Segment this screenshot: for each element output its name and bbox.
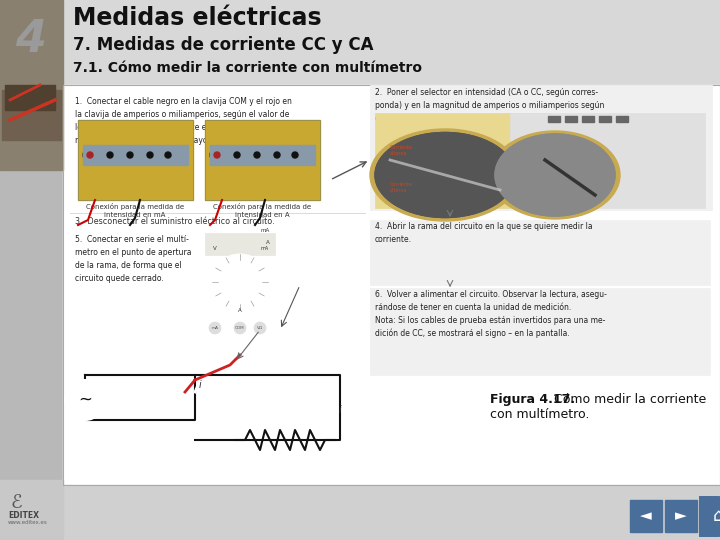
Text: 2.  Poner el selector en intensidad (CA o CC, según corres-
ponda) y en la magni: 2. Poner el selector en intensidad (CA o… bbox=[375, 88, 604, 123]
Circle shape bbox=[147, 152, 153, 158]
Bar bbox=[0, 485, 720, 540]
Circle shape bbox=[288, 148, 302, 162]
Bar bbox=[78, 120, 193, 200]
Text: 1.  Conectar el cable negro en la clavija COM y el rojo en
la clavija de amperio: 1. Conectar el cable negro en la clavija… bbox=[75, 97, 292, 145]
Text: EDITEX: EDITEX bbox=[8, 510, 39, 519]
Circle shape bbox=[127, 152, 133, 158]
Text: 7.1. Cómo medir la corriente con multímetro: 7.1. Cómo medir la corriente con multíme… bbox=[73, 61, 422, 75]
Text: 4.  Abrir la rama del circuito en la que se quiere medir la
corriente.: 4. Abrir la rama del circuito en la que … bbox=[375, 222, 593, 244]
Text: V: V bbox=[213, 246, 217, 251]
Bar bbox=[63, 85, 720, 485]
Text: i: i bbox=[338, 405, 341, 415]
Bar bbox=[0, 480, 63, 540]
Text: ◄: ◄ bbox=[640, 509, 652, 523]
Circle shape bbox=[143, 148, 157, 162]
Circle shape bbox=[270, 148, 284, 162]
Bar bbox=[665, 500, 697, 532]
Text: ℰ: ℰ bbox=[10, 492, 22, 511]
Circle shape bbox=[165, 152, 171, 158]
Bar bbox=[375, 113, 550, 208]
Bar bbox=[630, 500, 662, 532]
Text: mA: mA bbox=[212, 326, 218, 330]
Circle shape bbox=[234, 152, 240, 158]
Bar bbox=[582, 116, 594, 122]
Bar bbox=[0, 0, 63, 170]
Bar bbox=[370, 220, 710, 285]
Text: Corriente
alterna: Corriente alterna bbox=[390, 182, 413, 193]
Circle shape bbox=[292, 152, 298, 158]
Bar bbox=[205, 120, 320, 200]
Circle shape bbox=[83, 148, 97, 162]
Text: mA: mA bbox=[261, 246, 269, 251]
Bar bbox=[83, 145, 188, 165]
Bar bbox=[370, 288, 710, 375]
Circle shape bbox=[103, 148, 117, 162]
Bar bbox=[70, 212, 365, 230]
Text: mA: mA bbox=[261, 228, 270, 233]
Ellipse shape bbox=[495, 134, 615, 216]
Ellipse shape bbox=[490, 131, 620, 219]
Text: i: i bbox=[199, 380, 202, 390]
Bar bbox=[0, 0, 63, 540]
Text: Cómo medir la corriente: Cómo medir la corriente bbox=[550, 393, 706, 406]
Text: A: A bbox=[266, 240, 270, 245]
Bar bbox=[205, 233, 275, 255]
Bar bbox=[63, 85, 720, 485]
Text: ⌂: ⌂ bbox=[712, 507, 720, 525]
Circle shape bbox=[274, 152, 280, 158]
Ellipse shape bbox=[495, 134, 615, 216]
Circle shape bbox=[254, 152, 260, 158]
Bar bbox=[616, 116, 628, 122]
Circle shape bbox=[214, 152, 220, 158]
Circle shape bbox=[123, 148, 137, 162]
Text: Medidas eléctricas: Medidas eléctricas bbox=[73, 6, 322, 30]
Bar bbox=[78, 120, 193, 200]
Circle shape bbox=[230, 148, 244, 162]
Bar bbox=[700, 497, 717, 535]
Bar bbox=[2, 90, 61, 140]
Circle shape bbox=[212, 254, 268, 310]
Text: www.editex.es: www.editex.es bbox=[8, 521, 48, 525]
Circle shape bbox=[107, 152, 113, 158]
Text: 7. Medidas de corriente CC y CA: 7. Medidas de corriente CC y CA bbox=[73, 36, 374, 54]
Bar bbox=[210, 145, 315, 165]
Bar bbox=[510, 113, 705, 208]
Text: Conexión para la medida de
intensidad en mA: Conexión para la medida de intensidad en… bbox=[86, 203, 184, 218]
Text: Corriente
alterna: Corriente alterna bbox=[390, 145, 413, 156]
Circle shape bbox=[234, 322, 246, 334]
Bar bbox=[599, 116, 611, 122]
Bar bbox=[548, 116, 560, 122]
Circle shape bbox=[209, 322, 221, 334]
Circle shape bbox=[254, 322, 266, 334]
Circle shape bbox=[161, 148, 175, 162]
Text: VΩ: VΩ bbox=[257, 326, 263, 330]
Text: Figura 4.17.: Figura 4.17. bbox=[490, 393, 575, 406]
Bar bbox=[195, 225, 285, 340]
Bar bbox=[205, 120, 320, 200]
Circle shape bbox=[210, 148, 224, 162]
Text: 3.  Desconectar el suministro eléctrico al circuito.: 3. Desconectar el suministro eléctrico a… bbox=[75, 218, 274, 226]
Text: ►: ► bbox=[675, 509, 687, 523]
Bar bbox=[370, 85, 712, 210]
Bar bbox=[5, 85, 55, 110]
Text: 5.  Conectar en serie el multí-
metro en el punto de apertura
de la rama, de for: 5. Conectar en serie el multí- metro en … bbox=[75, 235, 192, 282]
Ellipse shape bbox=[370, 129, 520, 221]
Bar bbox=[63, 0, 720, 85]
Circle shape bbox=[65, 380, 105, 420]
Text: con multímetro.: con multímetro. bbox=[490, 408, 590, 421]
Bar bbox=[565, 116, 577, 122]
Bar bbox=[700, 497, 720, 535]
Text: ~: ~ bbox=[78, 391, 92, 409]
Text: Conexión para la medida de
intensidad en A: Conexión para la medida de intensidad en… bbox=[213, 203, 311, 218]
Text: COM: COM bbox=[235, 326, 245, 330]
Text: A: A bbox=[238, 308, 242, 313]
Text: 6.  Volver a alimentar el circuito. Observar la lectura, asegu-
rándose de tener: 6. Volver a alimentar el circuito. Obser… bbox=[375, 290, 607, 339]
Ellipse shape bbox=[375, 132, 515, 218]
Ellipse shape bbox=[375, 132, 515, 218]
Text: 4: 4 bbox=[16, 18, 47, 62]
Circle shape bbox=[87, 152, 93, 158]
Circle shape bbox=[250, 148, 264, 162]
